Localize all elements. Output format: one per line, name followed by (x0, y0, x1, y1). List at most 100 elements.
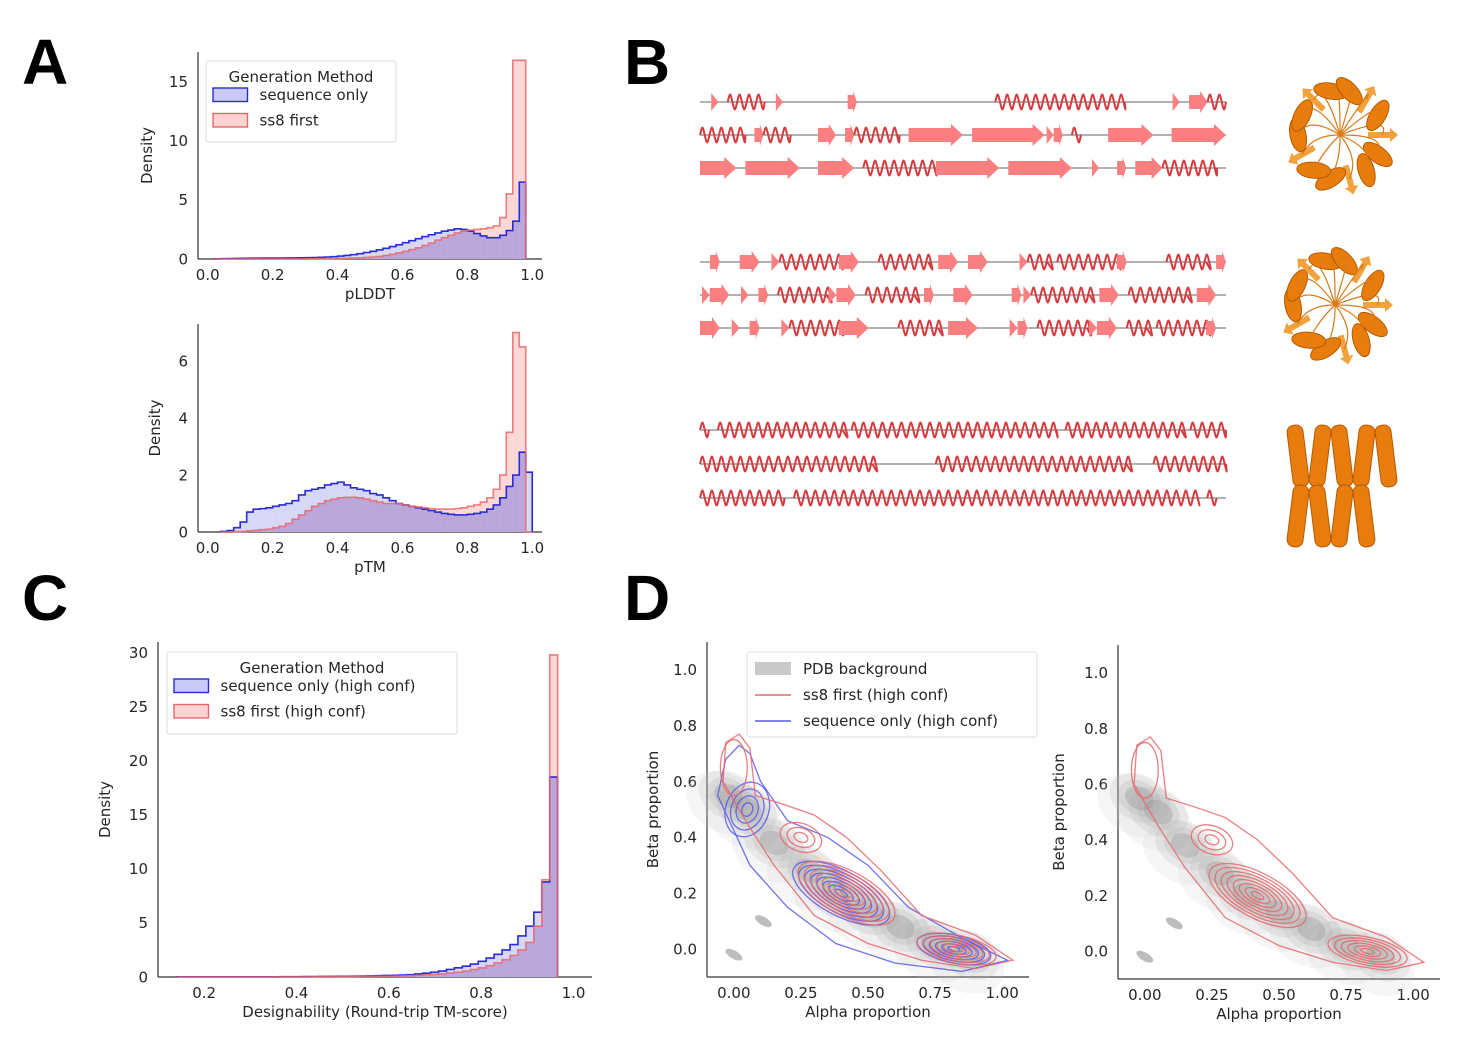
pdb-density-blob (858, 902, 935, 967)
ss-strand-short (740, 286, 749, 304)
y-tick-label: 0.2 (1084, 887, 1108, 905)
ss-strand-arrow (836, 284, 856, 306)
x-tick-label: 0.4 (326, 266, 350, 284)
ss-strand-arrow (1171, 124, 1226, 146)
ss-strand-short (775, 93, 784, 111)
x-tick-label: 0.2 (192, 984, 216, 1002)
histogram-overlap-bar (486, 965, 495, 977)
ss-helix (699, 455, 879, 473)
contour-line (815, 872, 878, 914)
histogram-overlap-bar (350, 497, 358, 532)
loop (1308, 264, 1336, 306)
secondary-structure-tracks (699, 91, 1228, 507)
ss-helix (1152, 455, 1228, 473)
histogram-overlap-bar (510, 955, 518, 977)
panel-label-a: A (22, 26, 69, 98)
histogram-overlap-bar (331, 499, 338, 532)
ss-helix (862, 159, 938, 177)
helix-ribbon (1291, 99, 1314, 132)
ss-track-row (699, 455, 1228, 473)
y-axis-label: Density (96, 781, 114, 838)
panel-label-d: D (624, 562, 671, 634)
loop (1313, 94, 1341, 136)
ss-helix (1206, 93, 1227, 111)
pdb-density-blob (1117, 779, 1162, 817)
ss-strand-short (1172, 93, 1180, 111)
histogram-overlap-bar (454, 232, 461, 259)
ss-strand-arrow (749, 317, 760, 339)
ss-strand-arrow (908, 124, 963, 146)
histogram-overlap-bar (285, 523, 293, 532)
y-tick-label: 0.0 (1084, 942, 1108, 960)
contour-line (1334, 937, 1402, 966)
legend-frame (166, 651, 458, 735)
contour-line (1340, 939, 1395, 963)
helix-cylinder (1286, 484, 1310, 548)
histogram-series-sequence-only (176, 777, 558, 977)
sheet-arrow (1368, 128, 1398, 142)
histogram-overlap-bar (370, 500, 377, 532)
ss-helix (788, 319, 845, 337)
ss-strand-arrow (972, 124, 1045, 146)
y-tick-label: 0.8 (1084, 720, 1108, 738)
x-tick-label: 0.4 (285, 984, 309, 1002)
histogram-bar (298, 494, 306, 532)
contour-line (1232, 878, 1283, 913)
contour-line (827, 880, 866, 906)
histogram-overlap-bar (318, 503, 325, 532)
ss-strand-arrow (1011, 284, 1022, 306)
y-tick-label: 1.0 (1084, 664, 1108, 682)
loop (1339, 134, 1381, 155)
contour-ss8 (1130, 735, 1426, 972)
ss-strand-arrow (709, 251, 720, 273)
x-axis-label: Alpha proportion (1216, 1005, 1342, 1023)
histogram-bar (389, 246, 396, 259)
histogram-overlap-bar (298, 514, 306, 532)
x-tick-label: 1.0 (562, 984, 586, 1002)
ss-strand-short (771, 253, 780, 271)
x-tick-label: 0.50 (851, 984, 884, 1002)
histogram-overlap-bar (467, 514, 474, 532)
histogram-overlap-bar (486, 509, 494, 532)
pdb-density-blob (870, 901, 931, 952)
ss-helix (1030, 286, 1096, 304)
histogram-overlap-bar (344, 497, 351, 532)
ss-strand-arrow (1099, 284, 1119, 306)
y-tick-label: 0.6 (673, 773, 697, 791)
loop (1330, 85, 1341, 136)
histogram-bar (525, 472, 533, 532)
pdb-density-blob (1316, 920, 1376, 971)
histogram-overlap-bar (499, 235, 507, 259)
x-tick-label: 0.2 (261, 266, 285, 284)
chart-designability-histogram: 0.2 0.4 0.6 0.8 1.0 0 5 10 15 20 25 30 Designability… (96, 642, 592, 1021)
ss-strand-arrow (1017, 317, 1028, 339)
loop (1292, 294, 1336, 306)
legend-swatch (212, 87, 249, 103)
ss-strand-arrow (838, 251, 859, 273)
histogram-bar (512, 332, 520, 532)
ss-track-row (700, 157, 1226, 179)
histogram-bar (519, 346, 526, 532)
contour-line (1226, 874, 1289, 917)
pdb-density-blob (1216, 870, 1277, 921)
y-axis-label: Density (146, 399, 164, 456)
ss-helix (1125, 319, 1153, 337)
y-tick-label: 0.8 (673, 717, 697, 735)
x-tick-label: 0.00 (717, 984, 750, 1002)
histogram-overlap-bar (389, 503, 396, 532)
pdb-density-blob (725, 791, 769, 828)
panel-label-b: B (624, 26, 671, 98)
histogram-overlap-bar (486, 237, 494, 259)
legend-entry: sequence only (260, 86, 369, 104)
sheet-arrow (1302, 88, 1326, 112)
pdb-density-blob (754, 915, 772, 928)
ss-helix (897, 319, 944, 337)
loop (1313, 134, 1341, 171)
protein-structure-1 (1288, 77, 1398, 195)
contour-line (1130, 741, 1159, 799)
y-tick-label: 15 (129, 806, 148, 824)
histogram-bar (395, 244, 403, 259)
ss-helix (1189, 421, 1227, 439)
x-axis-label: Designability (Round-trip TM-score) (242, 1003, 507, 1021)
y-tick-label: 4 (178, 409, 188, 427)
